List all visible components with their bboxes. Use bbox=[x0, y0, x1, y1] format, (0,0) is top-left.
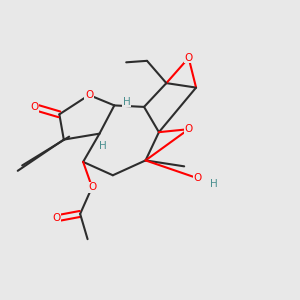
Text: O: O bbox=[52, 213, 61, 224]
Text: O: O bbox=[85, 90, 93, 100]
Text: O: O bbox=[184, 124, 193, 134]
Text: H: H bbox=[99, 141, 106, 151]
Text: H: H bbox=[123, 97, 131, 107]
Text: O: O bbox=[194, 173, 202, 183]
Text: O: O bbox=[88, 182, 96, 192]
Text: O: O bbox=[184, 53, 193, 63]
Text: O: O bbox=[30, 102, 38, 112]
Text: H: H bbox=[210, 178, 218, 189]
